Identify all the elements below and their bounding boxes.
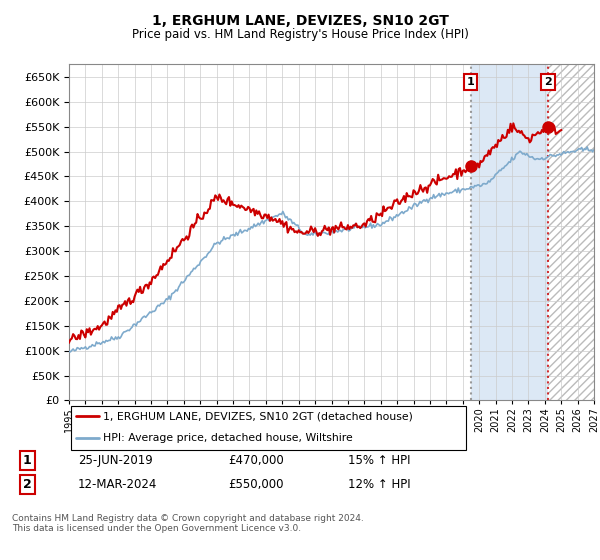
Text: 12-MAR-2024: 12-MAR-2024 [78, 478, 157, 491]
Text: £550,000: £550,000 [228, 478, 284, 491]
Bar [470, 64, 548, 400]
Text: 1, ERGHUM LANE, DEVIZES, SN10 2GT: 1, ERGHUM LANE, DEVIZES, SN10 2GT [152, 14, 448, 28]
Text: 12% ↑ HPI: 12% ↑ HPI [348, 478, 410, 491]
Text: 1: 1 [23, 454, 31, 467]
Text: HPI: Average price, detached house, Wiltshire: HPI: Average price, detached house, Wilt… [103, 433, 353, 443]
Text: 25-JUN-2019: 25-JUN-2019 [78, 454, 153, 467]
Text: 2: 2 [23, 478, 31, 491]
Text: Price paid vs. HM Land Registry's House Price Index (HPI): Price paid vs. HM Land Registry's House … [131, 28, 469, 41]
FancyBboxPatch shape [71, 406, 466, 450]
Text: 1: 1 [467, 77, 475, 87]
Text: 2: 2 [544, 77, 552, 87]
Text: £470,000: £470,000 [228, 454, 284, 467]
Text: 1, ERGHUM LANE, DEVIZES, SN10 2GT (detached house): 1, ERGHUM LANE, DEVIZES, SN10 2GT (detac… [103, 412, 413, 421]
Text: Contains HM Land Registry data © Crown copyright and database right 2024.
This d: Contains HM Land Registry data © Crown c… [12, 514, 364, 534]
Bar [548, 64, 594, 400]
Text: 15% ↑ HPI: 15% ↑ HPI [348, 454, 410, 467]
